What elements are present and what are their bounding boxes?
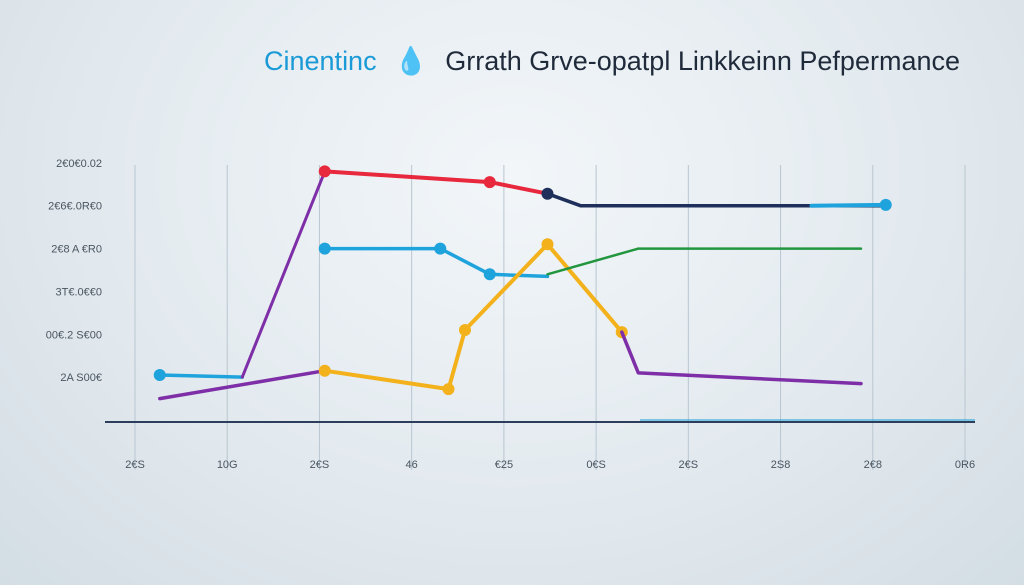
x-tick-labels: 2€S 10G 2€S 46 €25 0€S 2€S 2S8 2€8 0R6 — [125, 459, 975, 471]
title-prefix: Cinentinc — [264, 46, 377, 76]
x-tick-label: 2S8 — [771, 459, 791, 471]
data-point — [483, 268, 496, 281]
title-main: Grrath Grve-opatpl Linkkeinn Pefpermance — [445, 46, 960, 76]
chart-title: Cinentinc 💧 Grrath Grve-opatpl Linkkeinn… — [264, 45, 960, 76]
x-tick-label: 2€S — [125, 459, 145, 471]
data-point — [318, 165, 331, 178]
series-layer — [153, 165, 892, 401]
series-1 — [240, 169, 327, 379]
x-tick-label: 2€S — [310, 459, 330, 471]
data-point — [483, 176, 496, 189]
series-9 — [546, 247, 863, 276]
series-8 — [620, 330, 863, 386]
x-tick-label: €25 — [495, 459, 513, 471]
series-2 — [318, 165, 550, 196]
series-0 — [153, 369, 245, 381]
series-5 — [318, 242, 550, 281]
data-point — [541, 187, 554, 200]
y-tick-label: 00€.2 S€00 — [46, 329, 102, 341]
x-tick-label: 2€8 — [864, 459, 882, 471]
y-tick-labels: 2€0€0.02 2€6€.0R€0 2€8 A €R0 3T€.0€€0 00€.2 … — [46, 158, 102, 384]
series-4 — [809, 198, 892, 211]
data-point — [459, 324, 471, 336]
x-tick-label: 2€S — [679, 459, 699, 471]
data-point — [318, 364, 331, 377]
drop-icon: 💧 — [394, 45, 428, 76]
x-tick-label: 10G — [217, 459, 238, 471]
series-line — [809, 202, 888, 208]
y-tick-label: 2€6€.0R€0 — [48, 201, 102, 213]
y-tick-label: 2€0€0.02 — [56, 158, 102, 170]
y-tick-label: 2A S00€ — [60, 372, 102, 384]
data-point — [442, 383, 455, 396]
y-tick-label: 2€8 A €R0 — [51, 244, 102, 256]
x-axis — [105, 419, 975, 423]
data-point — [153, 369, 166, 381]
data-point — [879, 198, 892, 211]
series-line — [158, 373, 245, 379]
x-tick-label: 0R6 — [955, 459, 975, 471]
y-tick-label: 3T€.0€€0 — [56, 286, 102, 298]
x-tick-label: 0€S — [586, 459, 606, 471]
series-line — [620, 330, 863, 386]
svg-text:Cinentinc 💧 Grrat: Cinentinc 💧 Grrath Grve-opatpl Linkkeinn… — [264, 45, 960, 76]
grid — [134, 165, 966, 470]
series-line — [545, 191, 888, 208]
series-line — [240, 169, 327, 379]
series-line — [322, 169, 550, 196]
series-3 — [541, 187, 888, 208]
series-7 — [318, 238, 628, 396]
series-6 — [158, 368, 327, 401]
data-point — [541, 238, 554, 251]
series-line — [158, 368, 327, 401]
series-line — [546, 247, 863, 276]
data-point — [318, 242, 331, 255]
x-tick-label: 46 — [406, 459, 418, 471]
data-point — [434, 242, 447, 255]
